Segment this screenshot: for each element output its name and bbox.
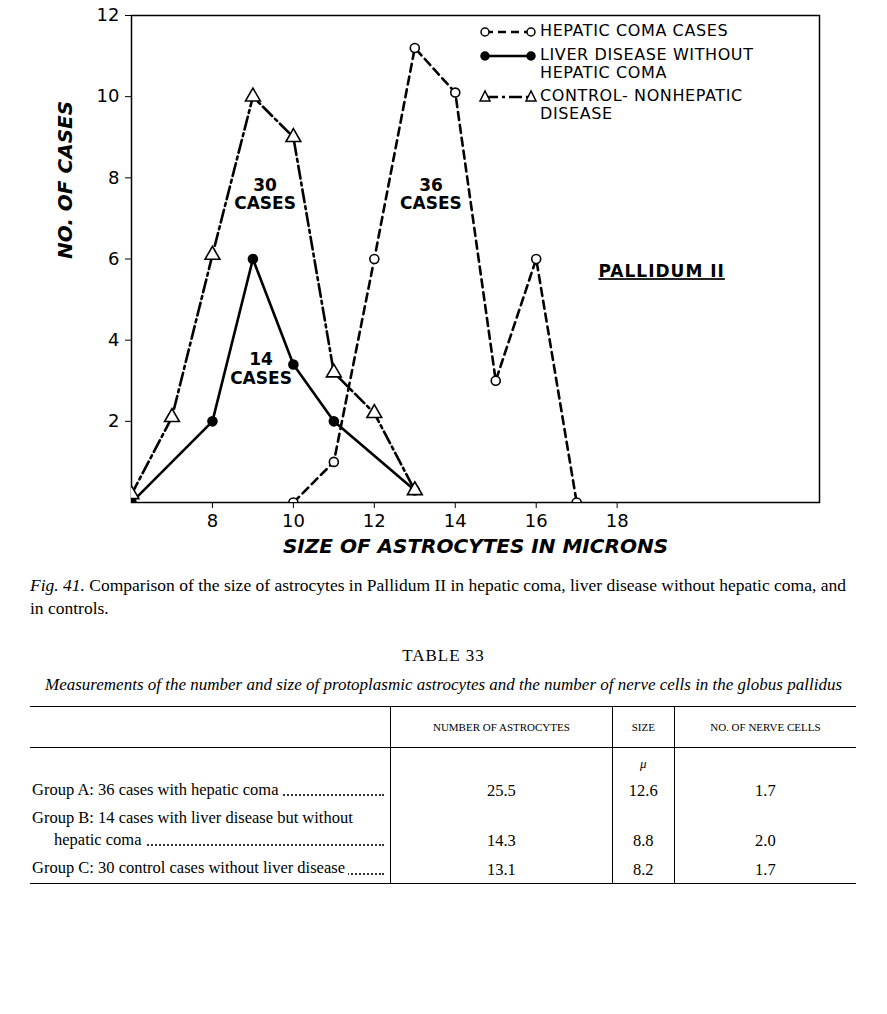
svg-text:16: 16: [525, 510, 548, 531]
html-text:8.8: 8.8: [633, 831, 654, 851]
svg-text:SIZE OF ASTROCYTES IN MICRONS: SIZE OF ASTROCYTES IN MICRONS: [283, 534, 668, 558]
svg-text:30CASES: 30CASES: [234, 175, 296, 214]
html-text:Measurements of the number and: Measurements of the number and size of p…: [45, 674, 842, 694]
svg-text:12: 12: [363, 510, 386, 531]
svg-text:PALLIDUM II: PALLIDUM II: [598, 261, 724, 281]
html-text:HEPATIC COMA CASES: HEPATIC COMA CASES: [540, 21, 729, 40]
html-text:Fig. 41. Comparison of the siz: Fig. 41. Comparison of the size of astro…: [30, 575, 846, 618]
svg-text:10: 10: [97, 85, 120, 106]
svg-text:2: 2: [108, 410, 119, 431]
svg-text:36CASES: 36CASES: [400, 175, 462, 214]
html-text:25.5: 25.5: [487, 780, 516, 800]
html-text:SIZE: SIZE: [631, 720, 655, 733]
html-text:1.7: 1.7: [755, 780, 776, 800]
html-text:Group A: 36 cases with hepatic: Group A: 36 cases with hepatic coma: [32, 779, 279, 799]
html-text:14.3: 14.3: [487, 831, 516, 851]
html-text:μ: μ: [640, 755, 647, 771]
html-text:NUMBER OF ASTROCYTES: NUMBER OF ASTROCYTES: [432, 720, 570, 733]
svg-text:8: 8: [108, 167, 119, 188]
html-text:CONTROL- NONHEPATIC DISEASE: CONTROL- NONHEPATIC DISEASE: [540, 85, 743, 124]
html-text:Group B: 14 cases with liver d: Group B: 14 cases with liver disease but…: [32, 807, 353, 850]
html-text:Group C: 30 control cases with: Group C: 30 control cases without liver …: [32, 858, 345, 878]
svg-text:6: 6: [108, 248, 119, 269]
svg-text:18: 18: [606, 510, 629, 531]
svg-text:12: 12: [97, 4, 120, 25]
html-text:8.2: 8.2: [633, 859, 654, 879]
html-text:12.6: 12.6: [628, 780, 658, 800]
svg-text:14CASES: 14CASES: [230, 349, 292, 388]
html-text:LIVER DISEASE WITHOUT HEPATIC: LIVER DISEASE WITHOUT HEPATIC COMA: [540, 45, 754, 83]
svg-text:10: 10: [282, 510, 305, 531]
html-text:NO. OF NERVE CELLS: NO. OF NERVE CELLS: [710, 720, 821, 733]
html-text:2.0: 2.0: [755, 831, 776, 851]
html-text:1.7: 1.7: [755, 859, 776, 879]
svg-text:4: 4: [108, 329, 119, 350]
html-text:TABLE 33: TABLE 33: [402, 645, 485, 665]
svg-text:NO. OF CASES: NO. OF CASES: [53, 101, 77, 259]
svg-text:14: 14: [444, 510, 467, 531]
html-text:13.1: 13.1: [487, 859, 516, 879]
svg-text:8: 8: [207, 510, 218, 531]
